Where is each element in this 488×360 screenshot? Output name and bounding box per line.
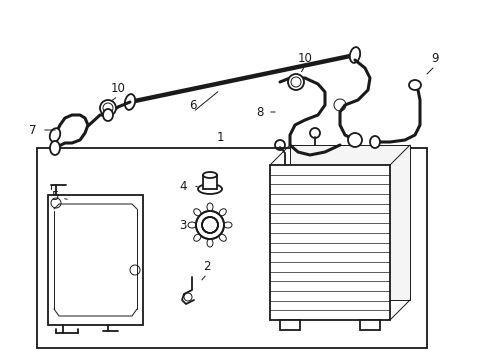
Bar [359, 320, 379, 330]
Ellipse shape [193, 234, 201, 241]
Text: 4: 4 [179, 180, 186, 193]
Text: 2: 2 [203, 261, 210, 274]
Ellipse shape [349, 47, 360, 63]
Ellipse shape [187, 222, 196, 228]
Text: 3: 3 [179, 219, 186, 231]
Ellipse shape [124, 94, 135, 110]
Ellipse shape [219, 209, 226, 216]
Text: 8: 8 [256, 105, 263, 118]
Ellipse shape [206, 239, 213, 247]
Bar [48, 195, 142, 325]
Ellipse shape [203, 172, 217, 178]
Bar [269, 165, 389, 320]
Ellipse shape [408, 80, 420, 90]
Ellipse shape [103, 109, 113, 121]
Text: 5: 5 [51, 189, 59, 202]
Ellipse shape [198, 184, 222, 194]
Bar [37, 148, 426, 348]
Text: 6: 6 [189, 99, 196, 112]
Bar [203, 175, 217, 189]
Text: 10: 10 [297, 51, 312, 64]
Circle shape [287, 74, 304, 90]
Text: 10: 10 [110, 81, 125, 95]
Bar [280, 320, 299, 330]
Circle shape [100, 100, 116, 116]
Bar [289, 145, 409, 300]
Circle shape [347, 133, 361, 147]
Ellipse shape [50, 128, 60, 142]
Ellipse shape [224, 222, 231, 228]
Ellipse shape [219, 234, 226, 241]
Ellipse shape [369, 136, 379, 148]
Text: 1: 1 [216, 131, 224, 144]
Text: 7: 7 [29, 123, 37, 136]
Ellipse shape [206, 203, 213, 211]
Ellipse shape [193, 209, 201, 216]
Ellipse shape [50, 141, 60, 155]
Text: 9: 9 [430, 51, 438, 64]
